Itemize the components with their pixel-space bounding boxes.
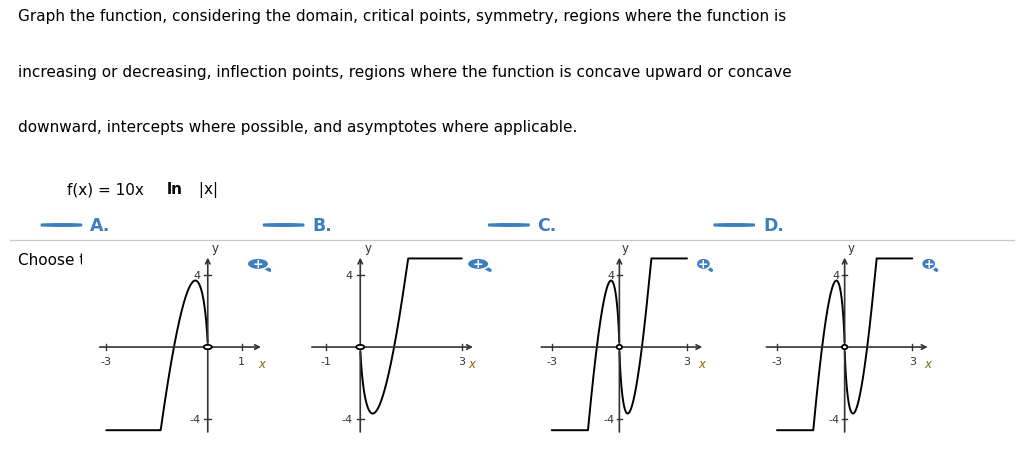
- Text: +: +: [924, 257, 934, 270]
- Circle shape: [247, 258, 268, 270]
- Text: Graph the function, considering the domain, critical points, symmetry, regions w: Graph the function, considering the doma…: [18, 9, 786, 24]
- Text: A.: A.: [90, 216, 111, 235]
- Text: ln: ln: [167, 182, 183, 197]
- Text: -4: -4: [603, 414, 614, 424]
- Text: B.: B.: [312, 216, 332, 235]
- Text: -4: -4: [342, 414, 353, 424]
- Text: downward, intercepts where possible, and asymptotes where applicable.: downward, intercepts where possible, and…: [18, 120, 578, 135]
- Text: x: x: [924, 357, 931, 370]
- Circle shape: [467, 258, 488, 270]
- Text: 4: 4: [607, 270, 614, 280]
- Circle shape: [696, 258, 711, 270]
- Circle shape: [842, 345, 848, 350]
- Text: 3: 3: [459, 356, 465, 366]
- Text: |x|: |x|: [194, 182, 218, 198]
- Text: -4: -4: [828, 414, 840, 424]
- Text: -3: -3: [771, 356, 782, 366]
- Text: -1: -1: [321, 356, 332, 366]
- Text: 4: 4: [833, 270, 840, 280]
- Circle shape: [922, 258, 936, 270]
- Text: D.: D.: [763, 216, 783, 235]
- Text: increasing or decreasing, inflection points, regions where the function is conca: increasing or decreasing, inflection poi…: [18, 64, 793, 79]
- Text: +: +: [253, 257, 263, 270]
- Circle shape: [356, 345, 365, 350]
- Text: +: +: [473, 257, 483, 270]
- Text: x: x: [468, 357, 475, 370]
- Text: y: y: [365, 241, 372, 254]
- Text: 4: 4: [346, 270, 353, 280]
- Text: -4: -4: [189, 414, 201, 424]
- Circle shape: [204, 345, 212, 350]
- Text: -3: -3: [100, 356, 112, 366]
- Text: -3: -3: [546, 356, 557, 366]
- Text: 3: 3: [909, 356, 915, 366]
- Text: 4: 4: [194, 270, 201, 280]
- Text: Choose the correct graph below.: Choose the correct graph below.: [18, 252, 267, 267]
- Circle shape: [616, 345, 623, 350]
- Text: x: x: [698, 357, 706, 370]
- Text: +: +: [698, 257, 709, 270]
- Text: y: y: [623, 241, 629, 254]
- Text: x: x: [258, 357, 265, 370]
- Text: C.: C.: [538, 216, 557, 235]
- Text: 3: 3: [684, 356, 690, 366]
- Text: y: y: [212, 241, 219, 254]
- Text: y: y: [848, 241, 854, 254]
- Text: f(x) = 10x: f(x) = 10x: [67, 182, 148, 197]
- Text: 1: 1: [239, 356, 245, 366]
